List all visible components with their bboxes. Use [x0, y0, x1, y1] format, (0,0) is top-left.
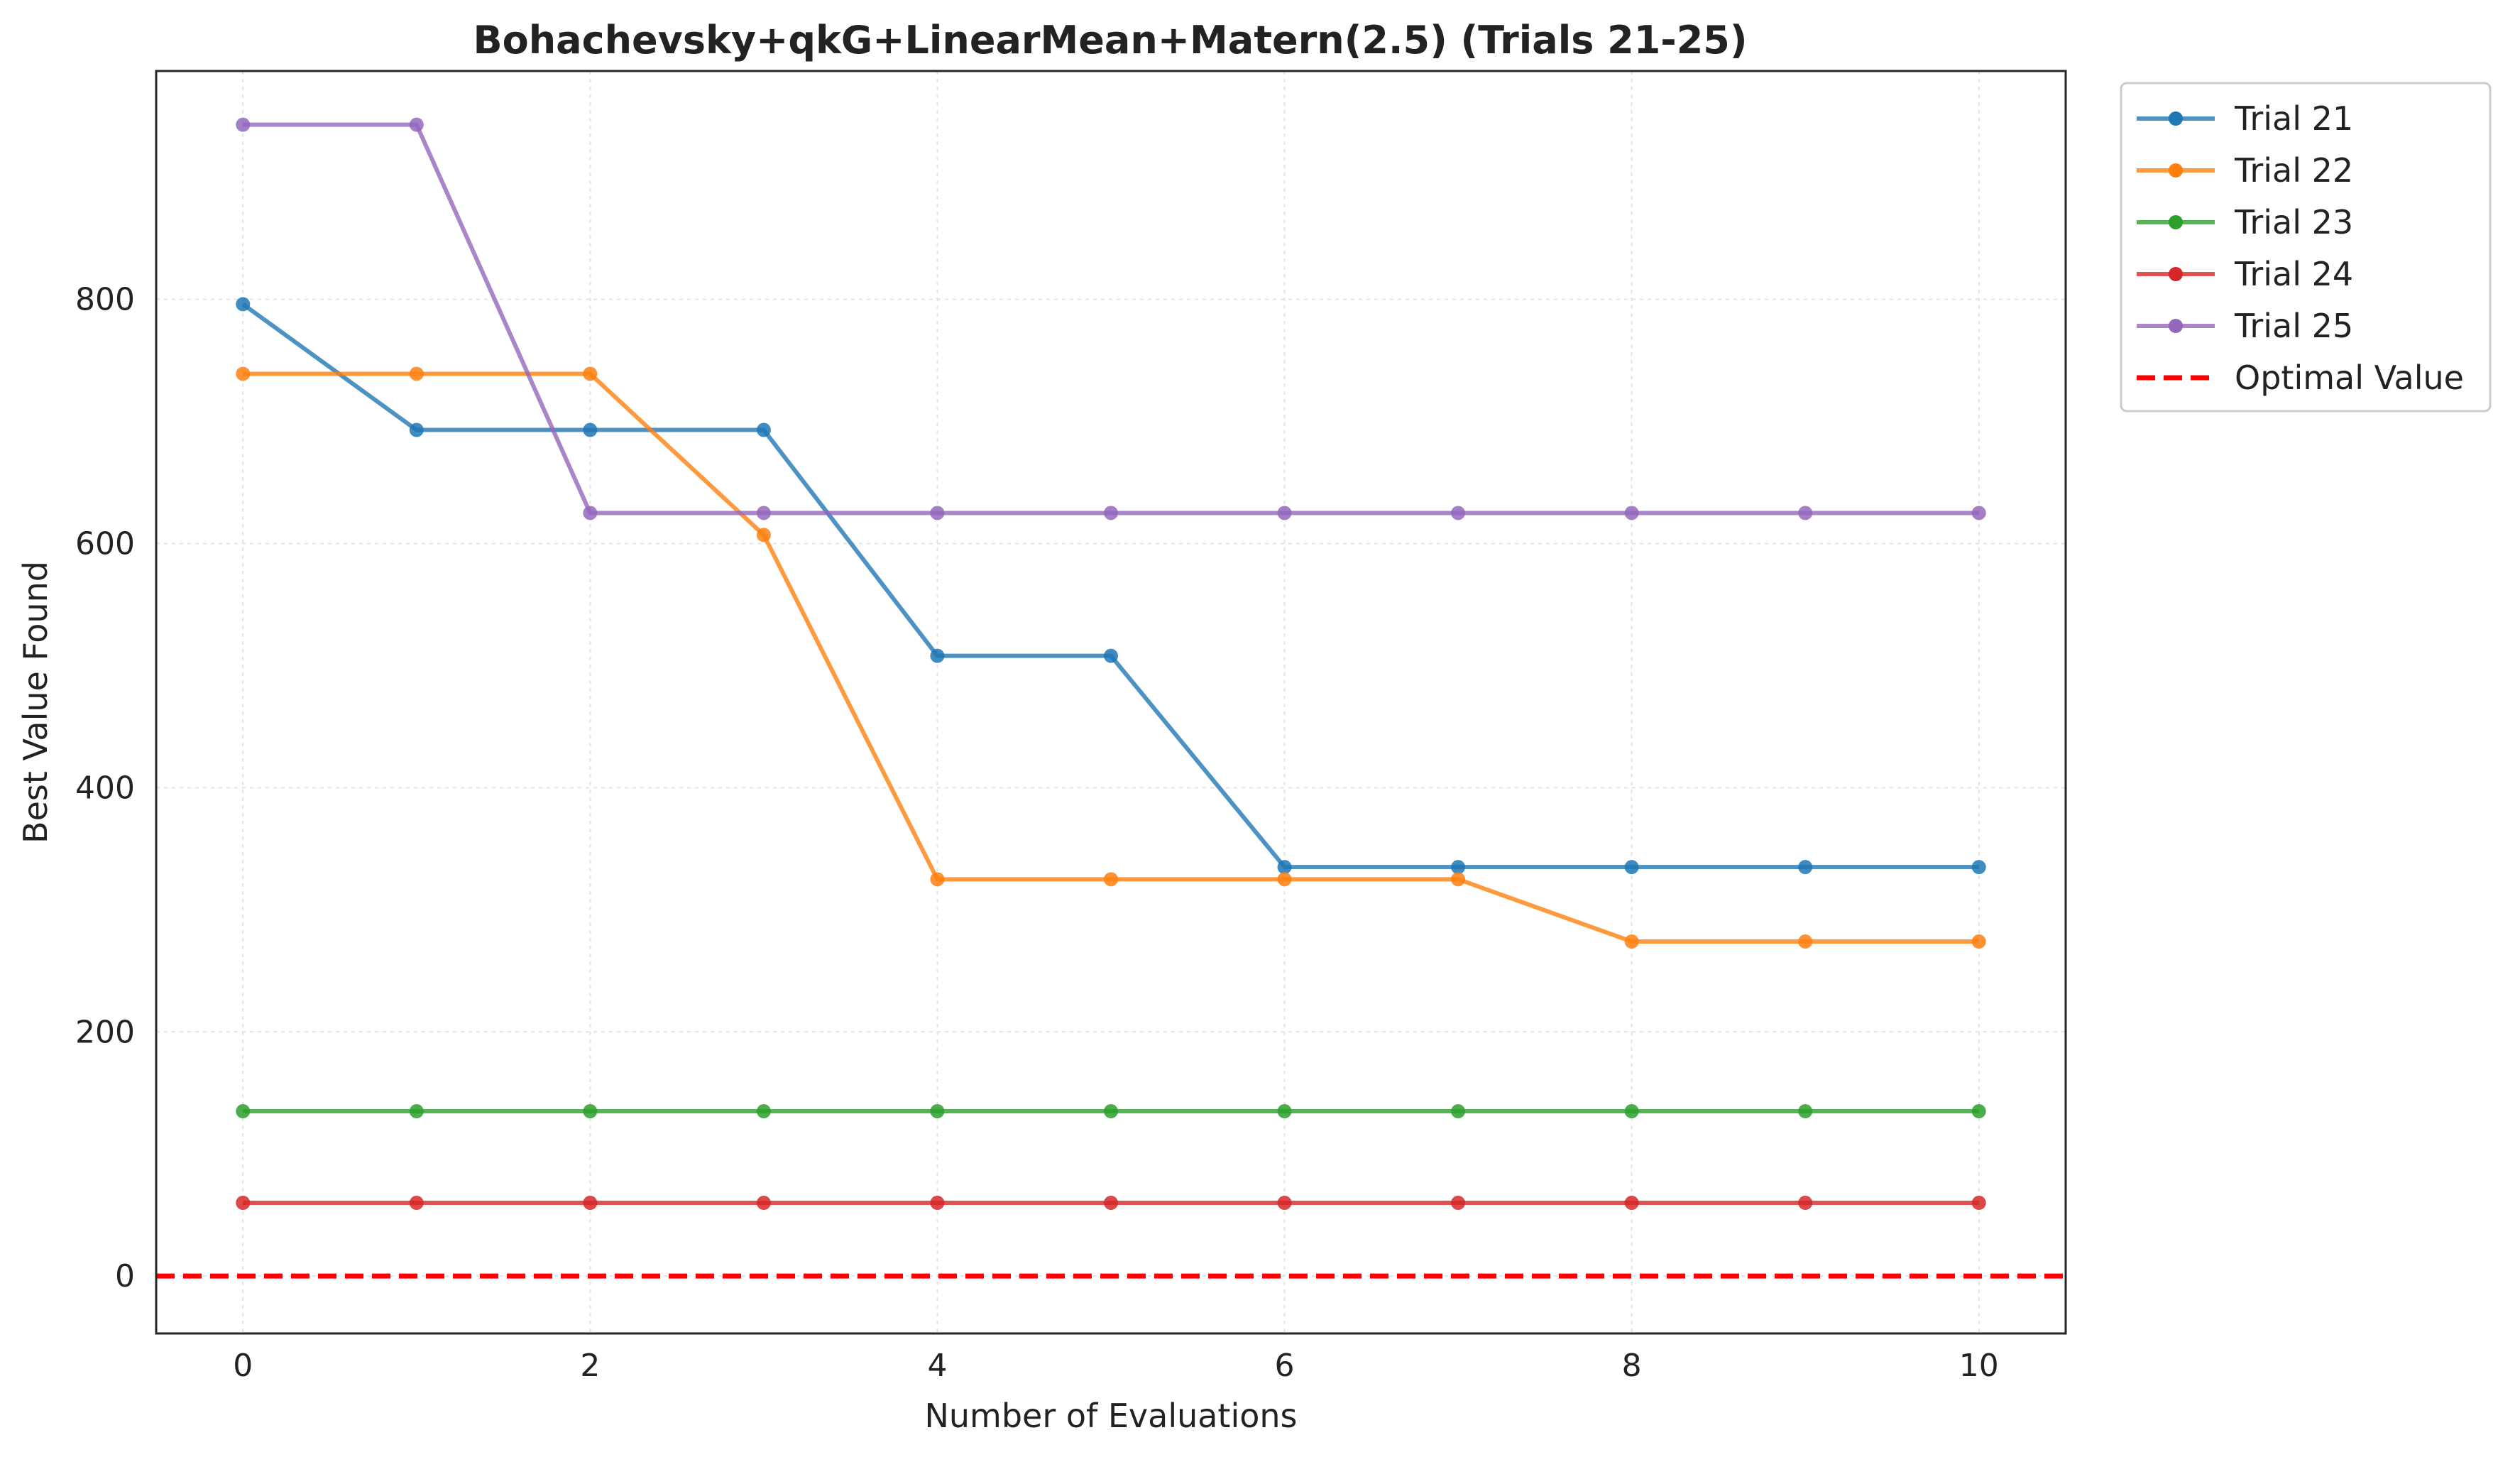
data-point: [409, 1196, 424, 1211]
y-tick-label: 800: [75, 282, 135, 318]
x-tick-label: 10: [1959, 1348, 1999, 1384]
series-trial-21: [236, 297, 1986, 875]
plot-frame: [155, 70, 2067, 1335]
x-axis-label: Number of Evaluations: [924, 1397, 1297, 1435]
data-point: [1104, 872, 1118, 887]
data-point: [1104, 1104, 1118, 1119]
y-axis-ticks: 0 200 400 600 800: [75, 282, 135, 1295]
data-point: [1104, 506, 1118, 520]
legend-item: Trial 21: [2137, 99, 2353, 138]
data-point: [930, 1104, 945, 1119]
y-axis-label: Best Value Found: [16, 561, 55, 844]
data-point: [583, 1104, 598, 1119]
y-tick-label: 0: [115, 1258, 135, 1294]
legend-label: Trial 23: [2234, 203, 2353, 241]
series-trial-24: [236, 1196, 1986, 1211]
data-point: [409, 366, 424, 381]
data-point: [583, 1196, 598, 1211]
data-point: [1971, 506, 1986, 520]
data-point: [1451, 506, 1466, 520]
data-point: [1104, 648, 1118, 663]
plot-area: [156, 117, 2066, 1279]
data-point: [756, 528, 771, 542]
data-point: [1971, 1196, 1986, 1211]
data-point: [236, 117, 251, 132]
data-point: [409, 1104, 424, 1119]
data-point: [409, 117, 424, 132]
legend-label: Trial 24: [2234, 255, 2353, 293]
data-point: [1624, 1196, 1639, 1211]
x-tick-label: 2: [580, 1348, 600, 1384]
legend-item: Trial 24: [2137, 255, 2353, 293]
legend-marker: [2169, 215, 2183, 229]
data-point: [1624, 506, 1639, 520]
data-point: [930, 1196, 945, 1211]
data-point: [1971, 934, 1986, 949]
data-point: [756, 422, 771, 437]
data-point: [236, 1104, 251, 1119]
data-point: [1798, 860, 1813, 875]
data-point: [930, 872, 945, 887]
legend-item: Trial 22: [2137, 151, 2353, 190]
data-point: [756, 1104, 771, 1119]
data-point: [930, 648, 945, 663]
data-point: [583, 506, 598, 520]
series-trial-25: [236, 117, 1986, 520]
data-point: [583, 422, 598, 437]
data-point: [1277, 1196, 1292, 1211]
data-point: [1104, 1196, 1118, 1211]
legend-item: Optimal Value: [2137, 359, 2464, 397]
data-point: [1451, 872, 1466, 887]
data-point: [1798, 1196, 1813, 1211]
data-point: [1971, 860, 1986, 875]
data-point: [1624, 934, 1639, 949]
x-tick-label: 0: [233, 1348, 253, 1384]
data-point: [409, 422, 424, 437]
legend-marker: [2169, 319, 2183, 333]
data-point: [1798, 1104, 1813, 1119]
data-point: [1277, 506, 1292, 520]
data-point: [930, 506, 945, 520]
data-point: [1451, 1104, 1466, 1119]
data-point: [1798, 506, 1813, 520]
series-trial-22: [236, 366, 1986, 949]
data-point: [236, 297, 251, 312]
legend-label: Trial 22: [2234, 151, 2353, 190]
data-point: [1798, 934, 1813, 949]
legend: Trial 21 Trial 22 Trial 23 Trial 24 Trial 25…: [2120, 82, 2492, 413]
data-point: [1277, 1104, 1292, 1119]
data-point: [756, 506, 771, 520]
data-point: [1624, 1104, 1639, 1119]
data-point: [1451, 1196, 1466, 1211]
series-trial-23: [236, 1104, 1986, 1119]
data-point: [1277, 872, 1292, 887]
data-point: [1624, 860, 1639, 875]
data-point: [236, 1196, 251, 1211]
data-point: [756, 1196, 771, 1211]
x-tick-label: 4: [927, 1348, 947, 1384]
legend-marker: [2169, 111, 2183, 126]
data-point: [583, 366, 598, 381]
data-point: [1277, 860, 1292, 875]
legend-label: Trial 21: [2234, 99, 2353, 138]
data-point: [236, 366, 251, 381]
y-tick-label: 200: [75, 1014, 135, 1050]
legend-item: Trial 23: [2137, 203, 2353, 241]
x-tick-label: 8: [1622, 1348, 1642, 1384]
legend-marker: [2169, 163, 2183, 178]
legend-label: Optimal Value: [2235, 359, 2464, 397]
legend-item: Trial 25: [2137, 307, 2353, 345]
data-point: [1971, 1104, 1986, 1119]
y-tick-label: 400: [75, 770, 135, 806]
y-tick-label: 600: [75, 525, 135, 562]
legend-label: Trial 25: [2234, 307, 2353, 345]
x-axis-ticks: 0 2 4 6 8 10: [233, 1348, 1998, 1384]
legend-marker: [2169, 267, 2183, 281]
data-point: [1451, 860, 1466, 875]
chart-title: Bohachevsky+qkG+LinearMean+Matern(2.5) (…: [473, 18, 1747, 62]
legend-box: [2120, 82, 2492, 413]
x-tick-label: 6: [1275, 1348, 1295, 1384]
